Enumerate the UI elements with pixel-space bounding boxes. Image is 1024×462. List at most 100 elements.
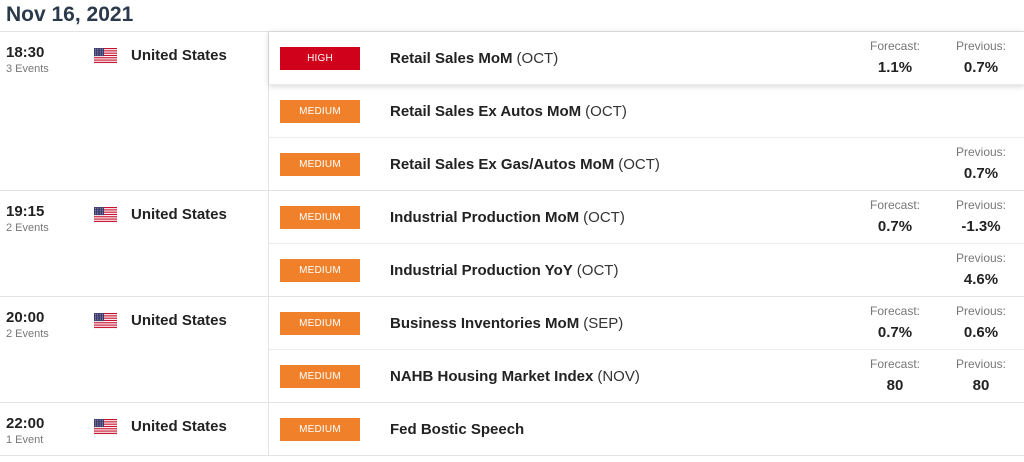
event-period: (NOV) (597, 367, 640, 385)
group-events: HIGH Retail Sales MoM (OCT) Forecast: 1.1… (269, 32, 1024, 190)
event-name-cell[interactable]: Business Inventories MoM (SEP) (390, 315, 623, 332)
event-time: 18:30 (6, 44, 45, 61)
event-row[interactable]: MEDIUM Business Inventories MoM (SEP) For… (269, 297, 1024, 350)
event-name: Fed Bostic Speech (390, 420, 525, 438)
date-header: Nov 16, 2021 (0, 0, 1024, 30)
calendar-list: 18:30 3 Events United States HIGH Retail… (0, 31, 1024, 456)
event-name: Retail Sales Ex Gas/Autos MoM (390, 155, 615, 173)
event-name-cell[interactable]: Fed Bostic Speech (390, 421, 528, 438)
group-info: 22:00 1 Event United States (0, 403, 269, 455)
forecast-label: Forecast: (869, 39, 920, 53)
event-row[interactable]: MEDIUM Industrial Production YoY (OCT) Pr… (269, 244, 1024, 296)
us-flag-icon (94, 419, 117, 435)
event-period: (SEP) (583, 314, 624, 332)
impact-badge: MEDIUM (280, 258, 360, 282)
event-name-cell[interactable]: Industrial Production YoY (OCT) (390, 262, 618, 279)
impact-badge: MEDIUM (280, 99, 360, 123)
event-period: (OCT) (585, 102, 627, 120)
us-flag-icon (94, 313, 117, 329)
event-name-cell[interactable]: Industrial Production MoM (OCT) (390, 209, 625, 226)
event-period: (OCT) (576, 261, 619, 279)
event-row[interactable]: MEDIUM NAHB Housing Market Index (NOV) Fo… (269, 350, 1024, 402)
events-count: 2 Events (6, 328, 49, 340)
country-name: United States (131, 206, 227, 223)
time-group: 19:15 2 Events United States MEDIUM Indu… (0, 191, 1024, 297)
event-name: Business Inventories MoM (390, 314, 580, 332)
events-count: 2 Events (6, 222, 49, 234)
forecast-value: 0.7% (877, 324, 913, 341)
time-group: 20:00 2 Events United States MEDIUM Busi… (0, 297, 1024, 403)
previous-label: Previous: (955, 357, 1007, 371)
previous-label: Previous: (955, 198, 1007, 212)
event-period: (OCT) (583, 208, 625, 226)
forecast-label: Forecast: (869, 357, 920, 371)
country: United States (94, 403, 227, 455)
country-name: United States (131, 312, 227, 329)
event-name-cell[interactable]: NAHB Housing Market Index (NOV) (390, 368, 640, 385)
forecast-label: Forecast: (869, 304, 920, 318)
forecast: Forecast: 1.1% (852, 32, 938, 76)
event-row[interactable]: HIGH Retail Sales MoM (OCT) Forecast: 1.1… (269, 32, 1024, 85)
date-title: Nov 16, 2021 (6, 3, 134, 26)
time-group: 22:00 1 Event United States MEDIUM Fed B… (0, 403, 1024, 456)
event-name-cell[interactable]: Retail Sales MoM (OCT) (390, 50, 558, 67)
previous: Previous: 0.7% (938, 32, 1024, 76)
impact-badge: MEDIUM (280, 311, 360, 335)
event-name-cell[interactable]: Retail Sales Ex Autos MoM (OCT) (390, 103, 627, 120)
us-flag-icon (94, 207, 117, 223)
event-name: Retail Sales Ex Autos MoM (390, 102, 582, 120)
previous: Previous: 0.7% (938, 138, 1024, 182)
group-info: 20:00 2 Events United States (0, 297, 269, 402)
group-events: MEDIUM Fed Bostic Speech (269, 403, 1024, 455)
previous-label: Previous: (955, 251, 1007, 265)
previous-value: 0.7% (963, 59, 999, 76)
event-name: Industrial Production YoY (390, 261, 573, 279)
event-time: 20:00 (6, 309, 45, 326)
event-row[interactable]: MEDIUM Fed Bostic Speech (269, 403, 1024, 455)
previous-label: Previous: (955, 304, 1007, 318)
country-name: United States (131, 47, 227, 64)
events-count: 1 Event (6, 434, 44, 446)
country: United States (94, 32, 227, 190)
previous: Previous: 80 (938, 350, 1024, 394)
event-name: Industrial Production MoM (390, 208, 580, 226)
group-events: MEDIUM Industrial Production MoM (OCT) Fo… (269, 191, 1024, 296)
previous-label: Previous: (955, 145, 1007, 159)
previous-value: 0.6% (963, 324, 999, 341)
group-info: 19:15 2 Events United States (0, 191, 269, 296)
previous: Previous: -1.3% (938, 191, 1024, 235)
event-period: (OCT) (516, 49, 559, 67)
event-name: Retail Sales MoM (390, 49, 513, 67)
forecast-value: 80 (886, 377, 904, 394)
event-time: 19:15 (6, 203, 45, 220)
event-row[interactable]: MEDIUM Retail Sales Ex Autos MoM (OCT) (269, 85, 1024, 138)
event-row[interactable]: MEDIUM Retail Sales Ex Gas/Autos MoM (OCT… (269, 138, 1024, 190)
impact-badge: MEDIUM (280, 205, 360, 229)
previous-value: 4.6% (963, 271, 999, 288)
us-flag-icon (94, 48, 117, 64)
event-time: 22:00 (6, 415, 45, 432)
forecast: Forecast: 0.7% (852, 191, 938, 235)
events-count: 3 Events (6, 63, 49, 75)
previous-value: -1.3% (961, 218, 1001, 235)
impact-badge: MEDIUM (280, 364, 360, 388)
previous: Previous: 0.6% (938, 297, 1024, 341)
impact-badge: HIGH (280, 46, 360, 70)
time-group: 18:30 3 Events United States HIGH Retail… (0, 32, 1024, 191)
forecast-label: Forecast: (869, 198, 920, 212)
impact-badge: MEDIUM (280, 152, 360, 176)
country: United States (94, 191, 227, 296)
previous-value: 0.7% (963, 165, 999, 182)
event-name: NAHB Housing Market Index (390, 367, 594, 385)
forecast-value: 1.1% (877, 59, 913, 76)
previous-label: Previous: (955, 39, 1007, 53)
previous-value: 80 (972, 377, 990, 394)
event-name-cell[interactable]: Retail Sales Ex Gas/Autos MoM (OCT) (390, 156, 660, 173)
country-name: United States (131, 418, 227, 435)
event-period: (OCT) (618, 155, 660, 173)
country: United States (94, 297, 227, 402)
impact-badge: MEDIUM (280, 417, 360, 441)
group-events: MEDIUM Business Inventories MoM (SEP) For… (269, 297, 1024, 402)
group-info: 18:30 3 Events United States (0, 32, 269, 190)
event-row[interactable]: MEDIUM Industrial Production MoM (OCT) Fo… (269, 191, 1024, 244)
